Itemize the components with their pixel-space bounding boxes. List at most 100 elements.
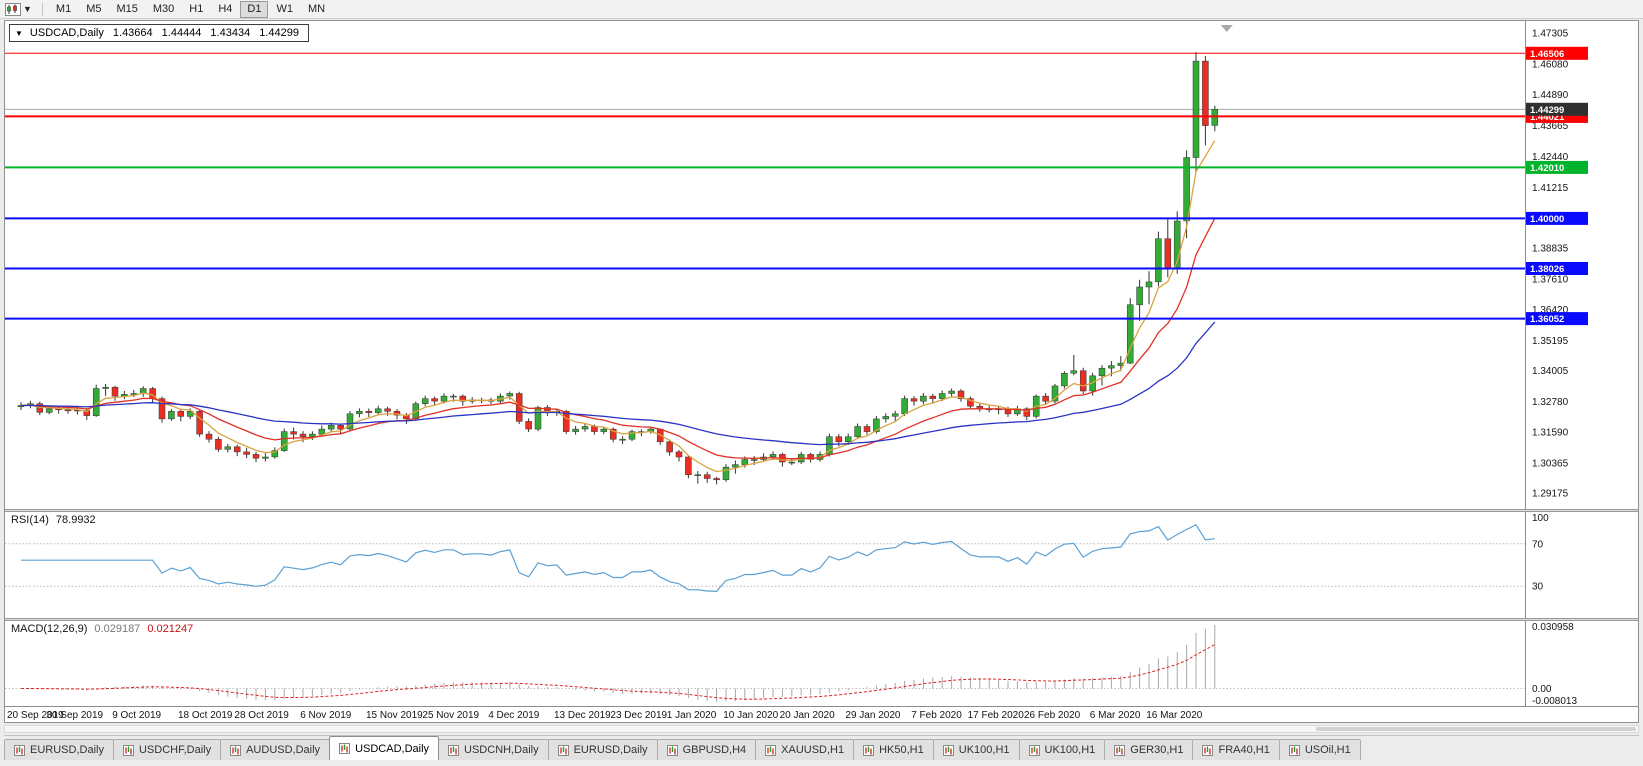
- chart-tab-uk100-h1[interactable]: UK100,H1: [932, 739, 1020, 760]
- timeframe-button-m15[interactable]: M15: [116, 2, 138, 15]
- timeframe-button-h4[interactable]: H4: [218, 2, 233, 15]
- time-axis-label: 15 Nov 2019: [366, 710, 423, 721]
- close-value: 1.44299: [259, 27, 299, 39]
- chart-tab-fra40-h1[interactable]: FRA40,H1: [1192, 739, 1280, 760]
- svg-text:1.41215: 1.41215: [1532, 183, 1569, 194]
- chart-tab-usdcad-daily[interactable]: USDCAD,Daily: [329, 736, 440, 760]
- chart-tab-label: XAUUSD,H1: [781, 744, 845, 756]
- chart-tab-eurusd-daily[interactable]: EURUSD,Daily: [4, 739, 114, 760]
- chart-tabs-bar: EURUSD,Daily USDCHF,Daily AUDUSD,Daily USDC…: [4, 735, 1639, 760]
- time-axis-label: 10 Jan 2020: [723, 710, 779, 721]
- candlesticks: [17, 52, 1219, 485]
- rsi-line: [21, 524, 1215, 593]
- rsi-label: RSI(14) 78.9932: [11, 514, 96, 526]
- rsi-scale-labels[interactable]: 100 70 30: [1532, 513, 1549, 593]
- time-axis-label: 7 Feb 2020: [911, 710, 962, 721]
- timeframe-button-m30[interactable]: M30: [152, 2, 175, 15]
- chart-tab-label: USDCHF,Daily: [138, 744, 212, 756]
- svg-text:1.42440: 1.42440: [1532, 152, 1569, 163]
- chart-tab-label: GER30,H1: [1130, 744, 1184, 756]
- one-click-trading-arrow[interactable]: ▼: [15, 28, 23, 38]
- timeframe-button-m5[interactable]: M5: [86, 2, 102, 15]
- svg-text:1.46506: 1.46506: [1530, 49, 1564, 60]
- svg-text:1.37610: 1.37610: [1532, 275, 1569, 286]
- svg-text:70: 70: [1532, 539, 1544, 550]
- timeframe-button-mn[interactable]: MN: [307, 2, 326, 15]
- chart-tab-hk50-h1[interactable]: HK50,H1: [853, 739, 934, 760]
- timeframe-button-w1[interactable]: W1: [276, 2, 293, 15]
- timeframe-button-m1[interactable]: M1: [55, 2, 72, 15]
- chart-tab-icon: [448, 744, 460, 756]
- svg-text:1.32780: 1.32780: [1532, 397, 1569, 408]
- time-axis-label: 18 Oct 2019: [178, 710, 233, 721]
- symbol-ohlc-header: ▼ USDCAD,Daily 1.43664 1.44444 1.43434 1…: [9, 24, 309, 42]
- chart-tab-icon: [942, 744, 954, 756]
- price-line-labels: 1.46506 1.44021 1.42010 1.40000 1.38026 1.360…: [1526, 46, 1588, 326]
- rsi-chart-canvas[interactable]: 100 70 30: [5, 512, 1638, 618]
- svg-text:1.42010: 1.42010: [1530, 163, 1564, 174]
- chart-tab-label: USDCNH,Daily: [464, 744, 539, 756]
- chart-tab-ger30-h1[interactable]: GER30,H1: [1104, 739, 1194, 760]
- open-value: 1.43664: [112, 27, 153, 39]
- price-scale-labels[interactable]: 1.47305 1.46080 1.44890 1.43665 1.42440 1.412…: [1532, 29, 1569, 500]
- chart-tab-icon: [666, 744, 678, 756]
- svg-text:1.38026: 1.38026: [1530, 264, 1564, 275]
- chart-tab-usdcnh-daily[interactable]: USDCNH,Daily: [438, 739, 549, 760]
- svg-text:1.36052: 1.36052: [1530, 314, 1564, 325]
- chart-shift-marker[interactable]: [1220, 25, 1233, 32]
- chart-tab-usoil-h1[interactable]: USOil,H1: [1278, 739, 1361, 760]
- symbol-label: USDCAD,Daily: [29, 27, 104, 39]
- time-axis-label: 29 Jan 2020: [845, 710, 901, 721]
- macd-name: MACD(12,26,9): [11, 623, 88, 635]
- chart-tab-usdchf-daily[interactable]: USDCHF,Daily: [112, 739, 222, 760]
- macd-chart-canvas[interactable]: 0.030958 0.00-0.008013: [5, 621, 1638, 706]
- panel-splitter-rsi[interactable]: [5, 509, 1638, 512]
- svg-text:1.38835: 1.38835: [1532, 243, 1569, 254]
- time-axis-label: 23 Dec 2019: [610, 710, 668, 721]
- panel-splitter-macd[interactable]: [5, 618, 1638, 621]
- svg-text:100: 100: [1532, 513, 1549, 524]
- chart-tab-xauusd-h1[interactable]: XAUUSD,H1: [755, 739, 855, 760]
- svg-text:0.00: 0.00: [1532, 684, 1552, 695]
- chart-tab-icon: [557, 744, 569, 756]
- time-axis[interactable]: 20 Sep 2019 30 Sep 2019 9 Oct 2019 18 Oct 2…: [5, 706, 1638, 722]
- timeframe-button-d1[interactable]: D1: [240, 0, 269, 18]
- svg-text:1.44890: 1.44890: [1532, 90, 1569, 101]
- horizontal-scrollbar[interactable]: [4, 725, 1639, 733]
- chart-tab-label: EURUSD,Daily: [573, 744, 648, 756]
- time-axis-label: 20 Sep 2019: [7, 710, 64, 721]
- moving-averages: [20, 140, 1216, 473]
- timeframe-toolbar: ▼ M1 M5 M15 M30 H1 H4 D1 W1 MN: [0, 0, 1643, 19]
- svg-text:1.40000: 1.40000: [1530, 214, 1564, 225]
- chart-dropdown-arrow[interactable]: ▼: [23, 4, 32, 14]
- svg-text:1.34005: 1.34005: [1532, 366, 1569, 377]
- chart-tab-audusd-daily[interactable]: AUDUSD,Daily: [220, 739, 331, 760]
- time-axis-label: 13 Dec 2019: [554, 710, 611, 721]
- timeframe-button-h1[interactable]: H1: [189, 2, 204, 15]
- time-axis-label: 28 Oct 2019: [234, 710, 289, 721]
- time-axis-label: 1 Jan 2020: [666, 710, 717, 721]
- chart-tab-gbpusd-h4[interactable]: GBPUSD,H4: [656, 739, 757, 760]
- macd-scale-labels[interactable]: 0.030958 0.00-0.008013: [1532, 622, 1577, 706]
- svg-text:1.44299: 1.44299: [1530, 105, 1564, 116]
- chart-tab-icon: [14, 744, 25, 756]
- timeframe-buttons: M1 M5 M15 M30 H1 H4 D1 W1 MN: [49, 0, 332, 18]
- candlestick-chart-icon[interactable]: [5, 2, 21, 16]
- chart-tab-uk100-h1[interactable]: UK100,H1: [1018, 739, 1106, 760]
- chart-tab-label: USOil,H1: [1304, 744, 1351, 756]
- macd-panel: 0.030958 0.00 -0.008013 MACD(12,26,9) 0.02…: [5, 621, 1638, 706]
- rsi-value: 78.9932: [55, 514, 96, 526]
- macd-main-value: 0.029187: [94, 623, 141, 635]
- price-chart-canvas[interactable]: 1.47305 1.46080 1.44890 1.43665 1.42440 1.412…: [5, 21, 1638, 509]
- chart-tab-icon: [1028, 744, 1040, 756]
- chart-tab-label: UK100,H1: [958, 744, 1010, 756]
- chart-tab-eurusd-daily[interactable]: EURUSD,Daily: [547, 739, 658, 760]
- time-axis-label: 6 Nov 2019: [300, 710, 352, 721]
- svg-text:1.36420: 1.36420: [1532, 305, 1569, 316]
- time-axis-label: 30 Sep 2019: [46, 710, 104, 721]
- rsi-name: RSI(14): [11, 514, 49, 526]
- rsi-level-lines: [5, 543, 1525, 587]
- macd-signal-line: [21, 644, 1216, 700]
- scrollbar-thumb[interactable]: [1316, 727, 1636, 731]
